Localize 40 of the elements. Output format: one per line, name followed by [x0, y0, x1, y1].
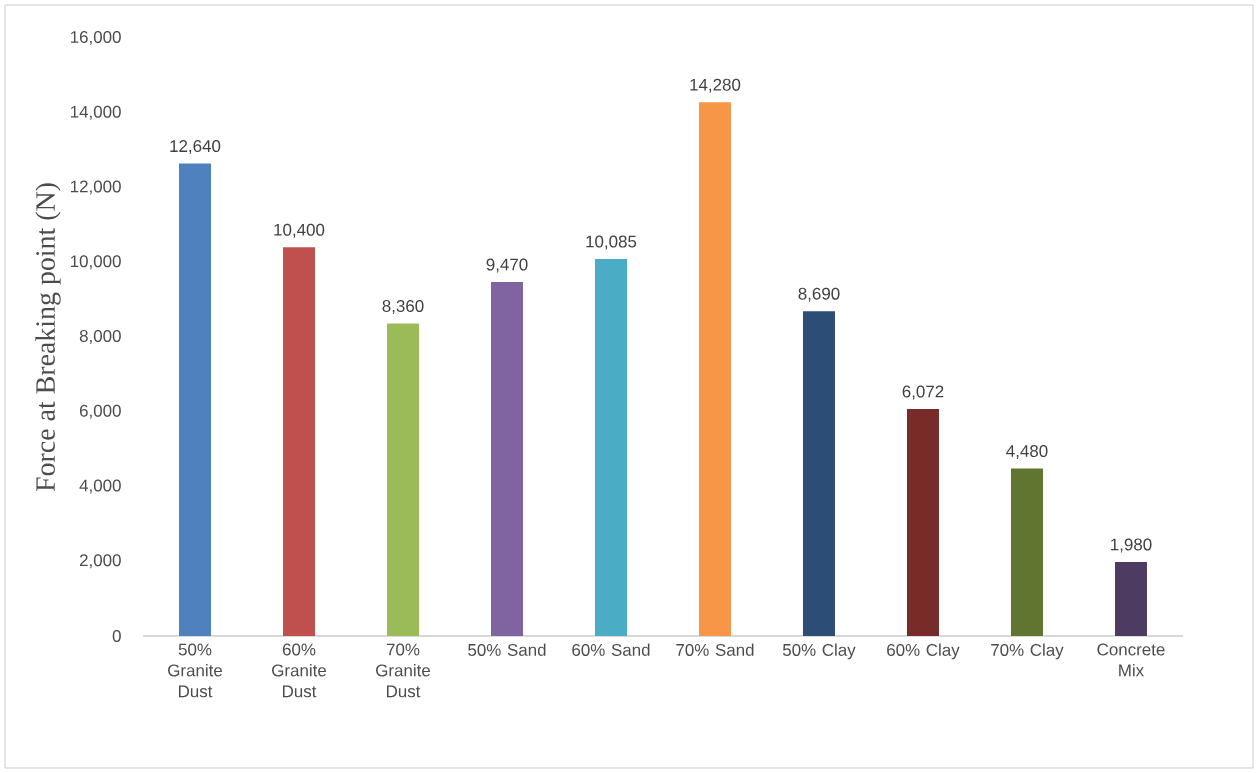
data-label: 4,480 [1006, 445, 1048, 460]
bar [802, 311, 835, 636]
x-tick-label: 70% Granite Dust [376, 643, 431, 698]
bar [1010, 468, 1043, 636]
y-tick-label: 2,000 [79, 554, 121, 569]
x-tick-label: 50% Granite Dust [168, 643, 223, 698]
data-label: 8,690 [798, 287, 840, 302]
x-tick-label: 70% Clay [991, 643, 1064, 660]
y-tick-label: 6,000 [79, 404, 121, 419]
x-tick-label: 70% Sand [676, 643, 754, 656]
bar [283, 247, 316, 636]
bar [698, 102, 731, 636]
y-tick-label: 16,000 [70, 30, 121, 45]
bar [491, 282, 523, 636]
x-tick-label: 60% Sand [572, 643, 650, 656]
data-label: 10,085 [586, 235, 637, 250]
data-label: 8,360 [382, 300, 424, 315]
x-tick-label: Concrete Mix [1097, 643, 1165, 677]
bar [179, 163, 212, 636]
x-tick-label: 50% Sand [468, 643, 546, 656]
data-label: 9,470 [486, 258, 528, 273]
bar [1114, 561, 1147, 636]
y-axis-title: Force at Breaking point (N) [35, 183, 61, 492]
y-tick-label: 10,000 [70, 255, 121, 270]
data-label: 1,980 [1111, 538, 1152, 553]
x-tick-label: 60% Clay [887, 643, 960, 660]
data-label: 12,640 [170, 140, 221, 155]
data-label: 10,400 [274, 223, 325, 238]
bar [594, 259, 627, 636]
y-tick-label: 8,000 [79, 329, 121, 344]
y-tick-label: 12,000 [70, 180, 121, 195]
x-tick-label: 50% Clay [782, 643, 856, 660]
y-tick-label: 14,000 [70, 105, 121, 120]
bar [906, 409, 939, 636]
x-tick-label: 60% Granite Dust [272, 643, 327, 698]
y-tick-label: 4,000 [79, 479, 121, 494]
data-label: 6,072 [902, 385, 944, 400]
data-label: 14,280 [690, 78, 741, 93]
y-tick-label: 0 [112, 629, 121, 642]
bar [387, 323, 419, 636]
